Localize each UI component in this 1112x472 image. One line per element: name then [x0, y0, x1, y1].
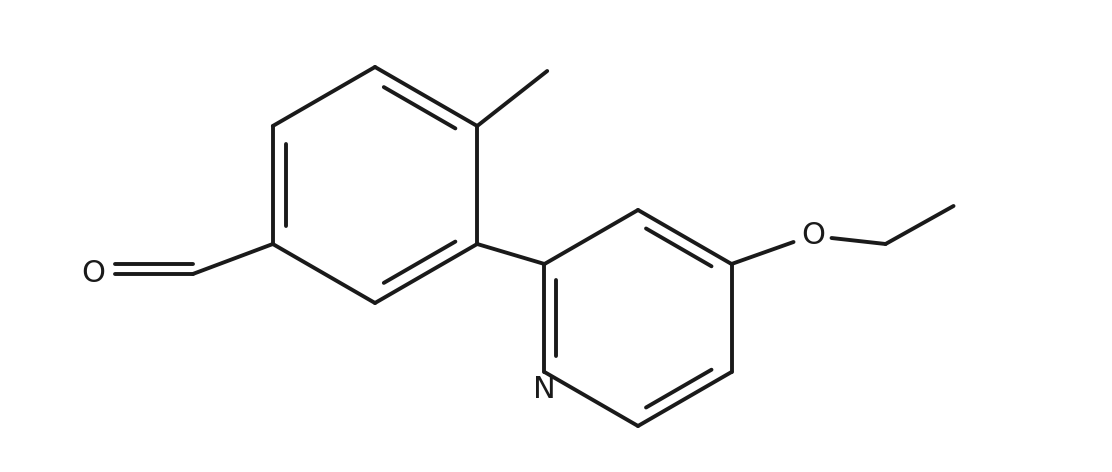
Text: N: N — [533, 376, 556, 405]
Text: O: O — [802, 221, 825, 251]
Text: O: O — [81, 260, 105, 288]
